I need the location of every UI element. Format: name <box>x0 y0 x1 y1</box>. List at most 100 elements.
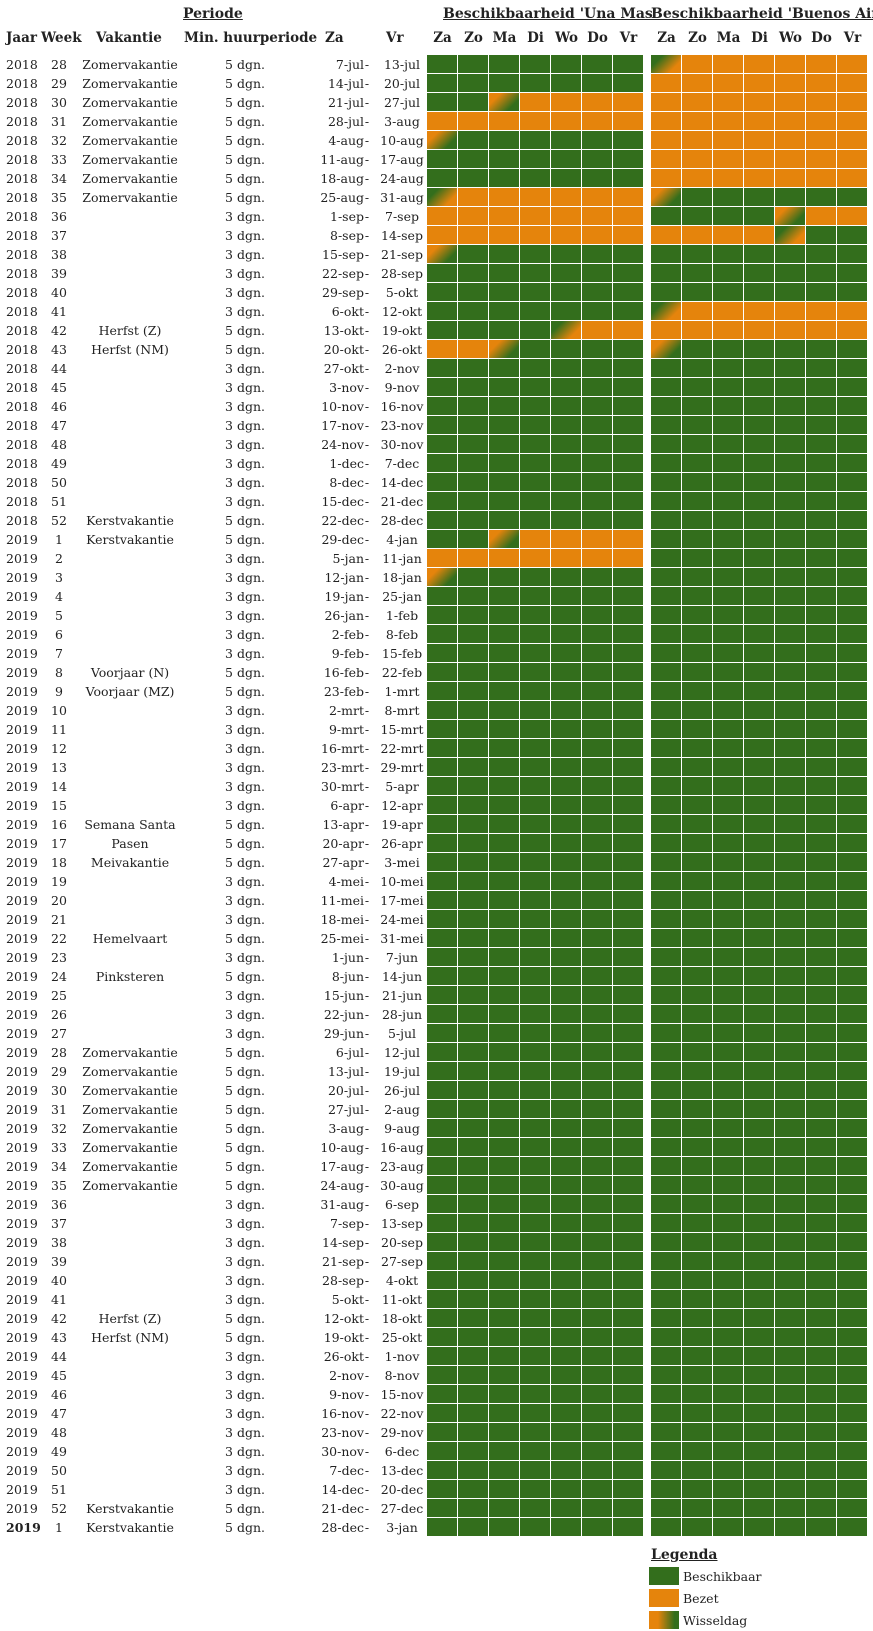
end-date-cell: 29-nov <box>380 1425 424 1440</box>
una-mas-day-cell <box>489 1062 520 1081</box>
legend-item: Bezet <box>649 1589 869 1609</box>
buenos-aires-day-cell <box>837 1100 868 1119</box>
una-mas-day-cell <box>613 587 644 606</box>
date-separator: - <box>364 1140 370 1155</box>
una-mas-day-cell <box>520 435 551 454</box>
week-cell: 39 <box>51 266 67 281</box>
min-huurperiode-cell: 3 dgn. <box>225 266 265 281</box>
start-date-cell: 2-nov <box>329 1368 364 1383</box>
buenos-aires-day-cell <box>713 853 744 872</box>
buenos-aires-day-cell <box>837 796 868 815</box>
date-separator: - <box>364 1425 370 1440</box>
min-huurperiode-cell: 3 dgn. <box>225 798 265 813</box>
year-cell: 2018 <box>6 437 38 452</box>
una-mas-day-cell <box>613 1518 644 1537</box>
min-huurperiode-cell: 3 dgn. <box>225 1463 265 1478</box>
buenos-aires-day-cell <box>651 1043 682 1062</box>
una-mas-day-cell <box>520 625 551 644</box>
buenos-aires-day-cell <box>837 511 868 530</box>
table-row: 2018 38 3 dgn. 15-sep 21-sep - <box>0 245 873 264</box>
min-huurperiode-cell: 5 dgn. <box>225 1102 265 1117</box>
una-mas-day-cell <box>551 1233 582 1252</box>
buenos-aires-day-cell <box>837 1461 868 1480</box>
table-row: 2019 3 3 dgn. 12-jan 18-jan - <box>0 568 873 587</box>
year-cell: 2018 <box>6 209 38 224</box>
buenos-aires-day-cell <box>775 435 806 454</box>
table-row: 2019 45 3 dgn. 2-nov 8-nov - <box>0 1366 873 1385</box>
end-date-cell: 3-aug <box>384 114 420 129</box>
buenos-aires-day-cell <box>806 815 837 834</box>
una-mas-day-cell <box>551 663 582 682</box>
una-mas-day-cell <box>458 188 489 207</box>
start-date-cell: 23-feb <box>323 684 364 699</box>
start-date-cell: 21-sep <box>322 1254 364 1269</box>
una-mas-day-cell <box>458 1366 489 1385</box>
una-mas-day-cell <box>582 1195 613 1214</box>
una-mas-day-cell <box>458 587 489 606</box>
buenos-aires-day-cell <box>744 1347 775 1366</box>
week-cell: 35 <box>51 1178 67 1193</box>
start-date-cell: 23-mrt <box>321 760 364 775</box>
una-mas-day-cell <box>427 1499 458 1518</box>
table-row: 2019 21 3 dgn. 18-mei 24-mei - <box>0 910 873 929</box>
una-mas-day-cell <box>489 834 520 853</box>
min-huurperiode-cell: 3 dgn. <box>225 475 265 490</box>
start-date-cell: 21-jul <box>327 95 364 110</box>
date-separator: - <box>364 1444 370 1459</box>
buenos-aires-day-cell <box>775 188 806 207</box>
start-date-cell: 13-okt <box>323 323 364 338</box>
buenos-aires-day-cell <box>775 264 806 283</box>
year-cell: 2019 <box>6 893 38 908</box>
buenos-aires-day-cell <box>713 834 744 853</box>
una-mas-day-cell <box>582 1347 613 1366</box>
start-date-cell: 20-apr <box>322 836 364 851</box>
buenos-aires-day-cell <box>651 150 682 169</box>
buenos-aires-day-cell <box>837 853 868 872</box>
buenos-aires-day-cell <box>837 777 868 796</box>
una-mas-day-cell <box>427 948 458 967</box>
start-date-cell: 1-dec <box>329 456 364 471</box>
end-date-cell: 27-sep <box>381 1254 423 1269</box>
una-mas-day-cell <box>458 150 489 169</box>
end-date-cell: 22-nov <box>380 1406 424 1421</box>
buenos-aires-day-cell <box>651 1461 682 1480</box>
date-separator: - <box>364 532 370 547</box>
min-huurperiode-cell: 5 dgn. <box>225 836 265 851</box>
year-cell: 2019 <box>6 646 38 661</box>
week-cell: 52 <box>51 513 67 528</box>
una-mas-day-cell <box>427 967 458 986</box>
buenos-aires-day-cell <box>713 264 744 283</box>
date-separator: - <box>364 551 370 566</box>
week-cell: 6 <box>55 627 63 642</box>
buenos-aires-day-cell <box>775 207 806 226</box>
week-cell: 16 <box>51 817 67 832</box>
min-huurperiode-cell: 3 dgn. <box>225 380 265 395</box>
table-row: 2019 18 Meivakantie 5 dgn. 27-apr 3-mei - <box>0 853 873 872</box>
buenos-aires-day-cell <box>837 1423 868 1442</box>
una-mas-day-cell <box>582 112 613 131</box>
start-date-cell: 24-nov <box>321 437 364 452</box>
una-mas-day-cell <box>427 1043 458 1062</box>
una-mas-day-cell <box>427 93 458 112</box>
buenos-aires-day-cell <box>651 1195 682 1214</box>
year-cell: 2019 <box>6 1368 38 1383</box>
buenos-aires-day-cell <box>682 530 713 549</box>
una-mas-day-cell <box>489 1423 520 1442</box>
una-mas-day-cell <box>427 872 458 891</box>
min-huurperiode-cell: 3 dgn. <box>225 741 265 756</box>
una-mas-day-cell <box>613 1081 644 1100</box>
buenos-aires-day-cell <box>744 321 775 340</box>
end-date-cell: 1-nov <box>384 1349 420 1364</box>
date-separator: - <box>364 1197 370 1212</box>
min-huurperiode-cell: 3 dgn. <box>225 950 265 965</box>
buenos-aires-day-cell <box>775 169 806 188</box>
buenos-aires-day-cell <box>775 625 806 644</box>
min-huurperiode-cell: 3 dgn. <box>225 247 265 262</box>
una-mas-day-cell <box>613 454 644 473</box>
table-row: 2018 31 Zomervakantie 5 dgn. 28-jul 3-aug - <box>0 112 873 131</box>
table-row: 2019 4 3 dgn. 19-jan 25-jan - <box>0 587 873 606</box>
una-mas-day-cell <box>489 359 520 378</box>
buenos-aires-day-cell <box>744 967 775 986</box>
buenos-aires-day-cell <box>775 530 806 549</box>
buenos-aires-day-cell <box>682 967 713 986</box>
